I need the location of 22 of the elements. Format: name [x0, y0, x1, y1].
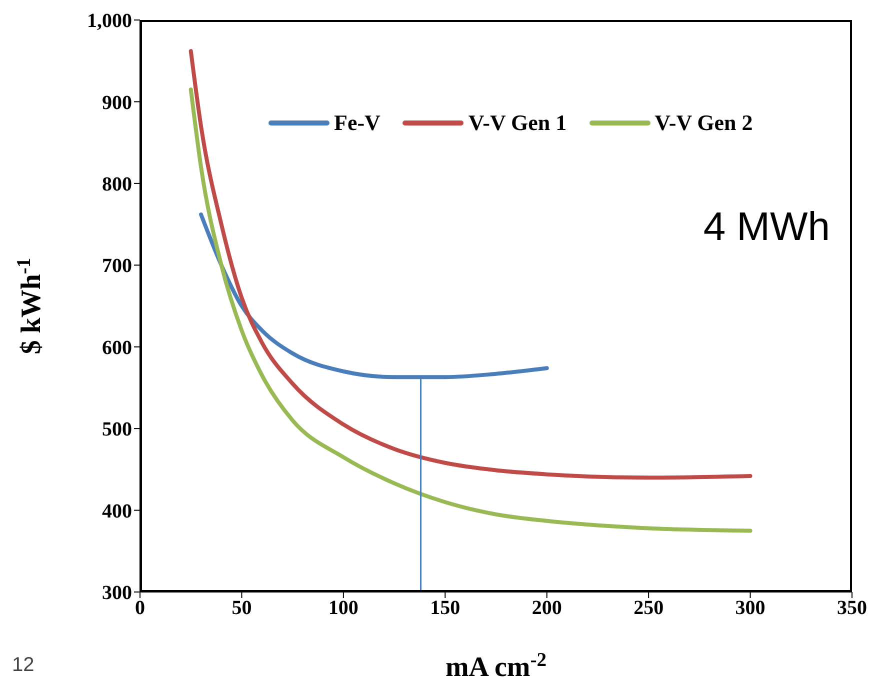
y-tick-label: 600 [102, 336, 132, 359]
x-tick-label: 250 [634, 597, 664, 620]
x-tick-label: 300 [735, 597, 766, 620]
y-tick-label: 700 [102, 255, 132, 278]
y-tick-label: 500 [102, 418, 132, 441]
legend-label: V-V Gen 2 [654, 110, 753, 136]
legend-label: Fe-V [334, 110, 380, 136]
x-tick-label: 100 [328, 597, 358, 620]
x-tick-label: 0 [135, 597, 145, 620]
x-tick-label: 50 [232, 597, 252, 620]
y-tick-label: 1,000 [87, 10, 132, 32]
x-tick-label: 150 [430, 597, 460, 620]
text: 12 [12, 654, 34, 677]
y-tick-label: 800 [102, 174, 132, 196]
legend-label: V-V Gen 1 [468, 110, 567, 136]
y-tick-label: 900 [102, 92, 132, 114]
y-tick-label: 400 [102, 500, 132, 522]
x-axis-title: mA cm$^{-2}$ [445, 650, 547, 682]
x-tick-label: 350 [837, 597, 867, 620]
annotation: 4 MWh [703, 205, 830, 250]
y-tick-label: 300 [102, 582, 132, 604]
x-tick-label: 200 [532, 597, 562, 620]
